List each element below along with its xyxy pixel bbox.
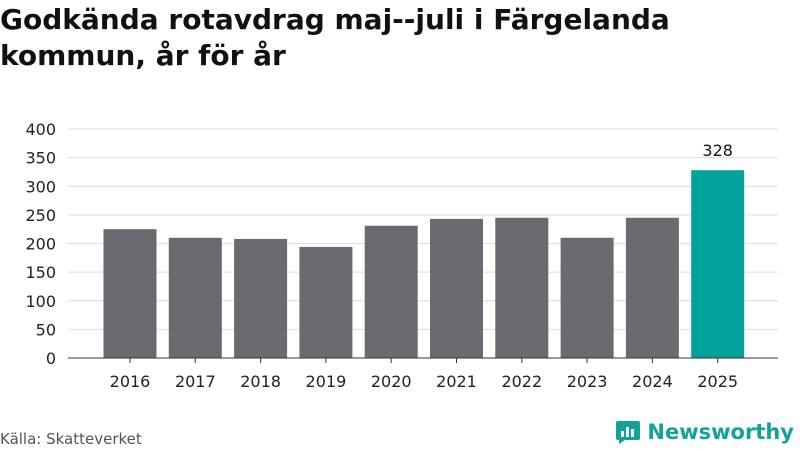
data-labels: 328 bbox=[702, 141, 733, 160]
y-tick-label: 300 bbox=[25, 177, 56, 196]
bar-2025 bbox=[691, 170, 745, 358]
data-label: 328 bbox=[702, 141, 733, 160]
bar-2018 bbox=[234, 238, 288, 358]
bar-2024 bbox=[625, 217, 679, 358]
x-tick-label: 2016 bbox=[110, 372, 151, 391]
x-axis-ticks: 2016 2017 2018 2019 2020 2021 2022 2023 2024 2025 bbox=[68, 357, 778, 391]
y-tick-label: 50 bbox=[36, 320, 56, 339]
bar-2020 bbox=[364, 225, 418, 358]
y-tick-label: 250 bbox=[25, 206, 56, 225]
y-tick-label: 350 bbox=[25, 149, 56, 168]
x-tick-label: 2019 bbox=[306, 372, 347, 391]
chart-title: Godkända rotavdrag maj--juli i Färgeland… bbox=[0, 3, 670, 72]
bar-2021 bbox=[430, 218, 483, 358]
x-tick-label: 2023 bbox=[567, 372, 608, 391]
source-note: Källa: Skatteverket bbox=[0, 430, 142, 448]
y-tick-label: 100 bbox=[25, 292, 56, 311]
y-axis-ticks: 0 50 100 150 200 250 300 350 400 bbox=[25, 120, 56, 368]
newsworthy-logo-icon bbox=[616, 421, 641, 444]
bar-2023 bbox=[560, 237, 614, 358]
y-tick-label: 400 bbox=[25, 120, 56, 139]
bar-2019 bbox=[299, 246, 353, 358]
bar-2022 bbox=[495, 217, 549, 358]
x-tick-label: 2025 bbox=[697, 372, 738, 391]
brand-logo: Newsworthy bbox=[615, 419, 794, 445]
x-tick-label: 2022 bbox=[501, 372, 542, 391]
x-tick-label: 2020 bbox=[371, 372, 412, 391]
x-tick-label: 2021 bbox=[436, 372, 477, 391]
bar-2016 bbox=[103, 229, 157, 358]
x-tick-label: 2024 bbox=[632, 372, 673, 391]
y-tick-label: 0 bbox=[46, 349, 56, 368]
bar-2017 bbox=[168, 237, 222, 358]
y-tick-label: 150 bbox=[25, 263, 56, 282]
brand-name: Newsworthy bbox=[647, 420, 794, 444]
x-tick-label: 2017 bbox=[175, 372, 216, 391]
x-tick-label: 2018 bbox=[240, 372, 281, 391]
bars bbox=[103, 170, 745, 358]
y-tick-label: 200 bbox=[25, 235, 56, 254]
